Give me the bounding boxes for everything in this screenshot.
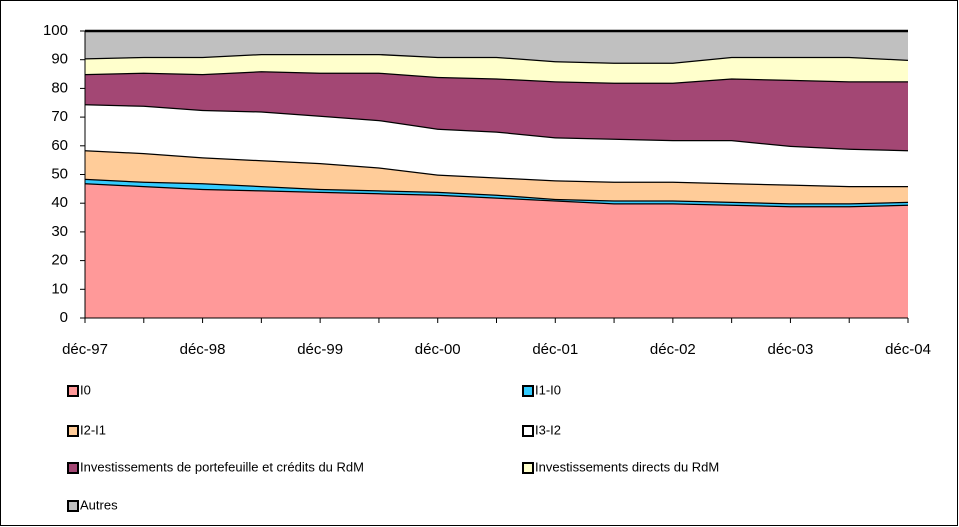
area	[85, 71, 908, 151]
legend: I0 I1-I0 I2-I1 I3-I2 Investissements de port…	[67, 382, 719, 512]
y-tick-label: 30	[51, 223, 68, 240]
legend-label: Investissements de portefeuille et crédi…	[80, 459, 364, 474]
area	[85, 31, 908, 63]
area	[85, 183, 908, 318]
legend-label: Autres	[80, 497, 118, 512]
x-tick-label: déc-99	[297, 341, 343, 358]
y-tick-label: 70	[51, 108, 68, 125]
x-tick-label: déc-03	[767, 341, 813, 358]
legend-label: I0	[80, 382, 91, 397]
area	[85, 53, 908, 83]
x-tick-label: déc-02	[650, 341, 696, 358]
legend-swatch	[522, 385, 534, 397]
y-tick-label: 100	[43, 22, 68, 39]
y-tick-label: 60	[51, 137, 68, 154]
y-tick-label: 20	[51, 252, 68, 269]
y-tick-label: 90	[51, 51, 68, 68]
area	[85, 150, 908, 204]
y-tick-label: 80	[51, 79, 68, 96]
y-tick-label: 10	[51, 280, 68, 297]
legend-label: Investissements directs du RdM	[535, 459, 719, 474]
legend-swatch	[67, 462, 79, 474]
legend-swatch	[522, 462, 534, 474]
legend-label: I3-I2	[535, 422, 561, 437]
x-tick-label: déc-04	[885, 341, 931, 358]
legend-swatch	[522, 425, 534, 437]
legend-label: I2-I1	[80, 422, 106, 437]
x-tick-label: déc-97	[62, 341, 108, 358]
y-tick-label: 50	[51, 165, 68, 182]
plot-area: 0 10 20 30 40 50 60 70 80 90 100 déc-97 déc-98 déc-99…	[43, 22, 931, 358]
area	[85, 104, 908, 186]
legend-swatch	[67, 385, 79, 397]
y-tick-label: 0	[60, 309, 68, 326]
legend-label: I1-I0	[535, 382, 561, 397]
legend-swatch	[67, 425, 79, 437]
legend-swatch	[67, 500, 79, 512]
x-tick-label: déc-01	[532, 341, 578, 358]
y-tick-label: 40	[51, 194, 68, 211]
x-tick-label: déc-00	[415, 341, 461, 358]
x-tick-label: déc-98	[180, 341, 226, 358]
